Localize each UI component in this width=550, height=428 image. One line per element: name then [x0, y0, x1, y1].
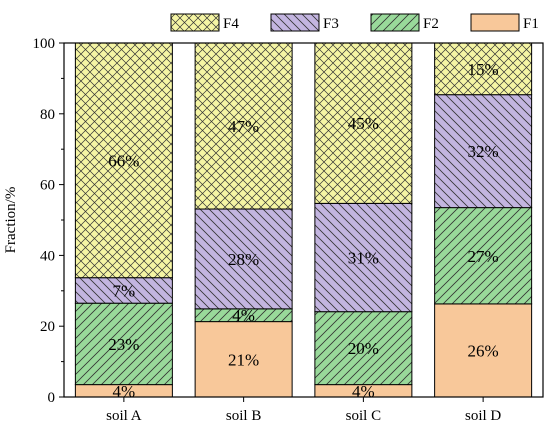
bar-soil-c-f1	[314, 384, 412, 397]
legend-swatch-f2-outline	[370, 13, 420, 32]
bar-soil-d-f2-hatch	[434, 207, 532, 304]
x-tick-label-soil-d: soil D	[465, 408, 501, 424]
data-label-soil-b-f2: 4%	[232, 306, 255, 325]
data-label-soil-a-f1: 4%	[113, 382, 136, 401]
data-label-soil-c-f1: 4%	[352, 382, 375, 401]
bar-soil-d-f4-hatch	[434, 43, 532, 95]
bar-soil-c-f4-hatch	[314, 43, 412, 204]
data-label-soil-b-f1: 21%	[228, 350, 259, 369]
legend-swatch-f4-outline	[170, 13, 220, 32]
data-label-soil-a-f2: 23%	[108, 335, 139, 354]
y-tick-label-20: 20	[40, 319, 55, 335]
data-label-soil-c-f2: 20%	[348, 339, 379, 358]
legend-swatch-f1-outline	[470, 13, 520, 32]
x-tick-label-soil-c: soil C	[346, 408, 381, 424]
y-tick-label-60: 60	[40, 178, 55, 194]
y-axis-label: Fraction/%	[3, 187, 19, 254]
x-axis: soil A soil B soil C soil D	[106, 397, 501, 424]
bar-soil-a-f2-hatch	[75, 303, 173, 385]
legend: F4 F3 F2 F1	[170, 13, 539, 32]
data-label-soil-d-f1: 26%	[468, 341, 499, 360]
bar-soil-b-f4-hatch	[195, 43, 293, 210]
y-tick-label-0: 0	[48, 390, 56, 406]
legend-swatch-f1	[471, 14, 519, 31]
data-label-soil-a-f3: 7%	[113, 281, 136, 300]
legend-swatch-f2-hatch	[371, 14, 419, 31]
legend-label-f2: F2	[423, 16, 439, 32]
x-tick-label-soil-b: soil B	[226, 408, 261, 424]
data-label-soil-d-f2: 27%	[468, 247, 499, 266]
bar-soil-a-f4-hatch	[75, 43, 173, 278]
bar-soil-c-f3-hatch	[314, 203, 412, 312]
segment-labels-layer: 4% 23% 7% 66% 21% 4% 28% 47% 4% 20% 31% 45% 26% 27% 32…	[108, 60, 498, 401]
bar-soil-b-f3-hatch	[195, 209, 293, 309]
bar-soil-b-f2-hatch	[195, 308, 293, 322]
x-tick-label-soil-a: soil A	[106, 408, 142, 424]
bar-soil-a-f1	[75, 384, 173, 397]
y-tick-label-40: 40	[40, 248, 55, 264]
legend-label-f4: F4	[223, 16, 239, 32]
bar-soil-d-f1	[434, 303, 532, 397]
data-label-soil-b-f4: 47%	[228, 117, 259, 136]
legend-swatch-f3-outline	[270, 13, 320, 32]
data-label-soil-c-f3: 31%	[348, 249, 379, 268]
y-tick-label-100: 100	[33, 36, 56, 52]
legend-swatch-f3-hatch	[271, 14, 319, 31]
data-label-soil-d-f4: 15%	[468, 60, 499, 79]
y-axis: 0 20 40 60 80 100	[33, 36, 64, 406]
bar-soil-b-f1	[195, 321, 293, 397]
data-label-soil-b-f3: 28%	[228, 250, 259, 269]
bar-soil-c-f2-hatch	[314, 311, 412, 385]
bar-soil-a-f3-hatch	[75, 277, 173, 304]
bars-layer	[74, 42, 533, 398]
y-tick-label-80: 80	[40, 107, 55, 123]
legend-label-f3: F3	[323, 16, 339, 32]
data-label-soil-d-f3: 32%	[468, 142, 499, 161]
bar-soil-d-f3-hatch	[434, 94, 532, 208]
legend-swatch-f4-hatch	[171, 14, 219, 31]
legend-label-f1: F1	[523, 16, 539, 32]
data-label-soil-a-f4: 66%	[108, 151, 139, 170]
data-label-soil-c-f4: 45%	[348, 114, 379, 133]
